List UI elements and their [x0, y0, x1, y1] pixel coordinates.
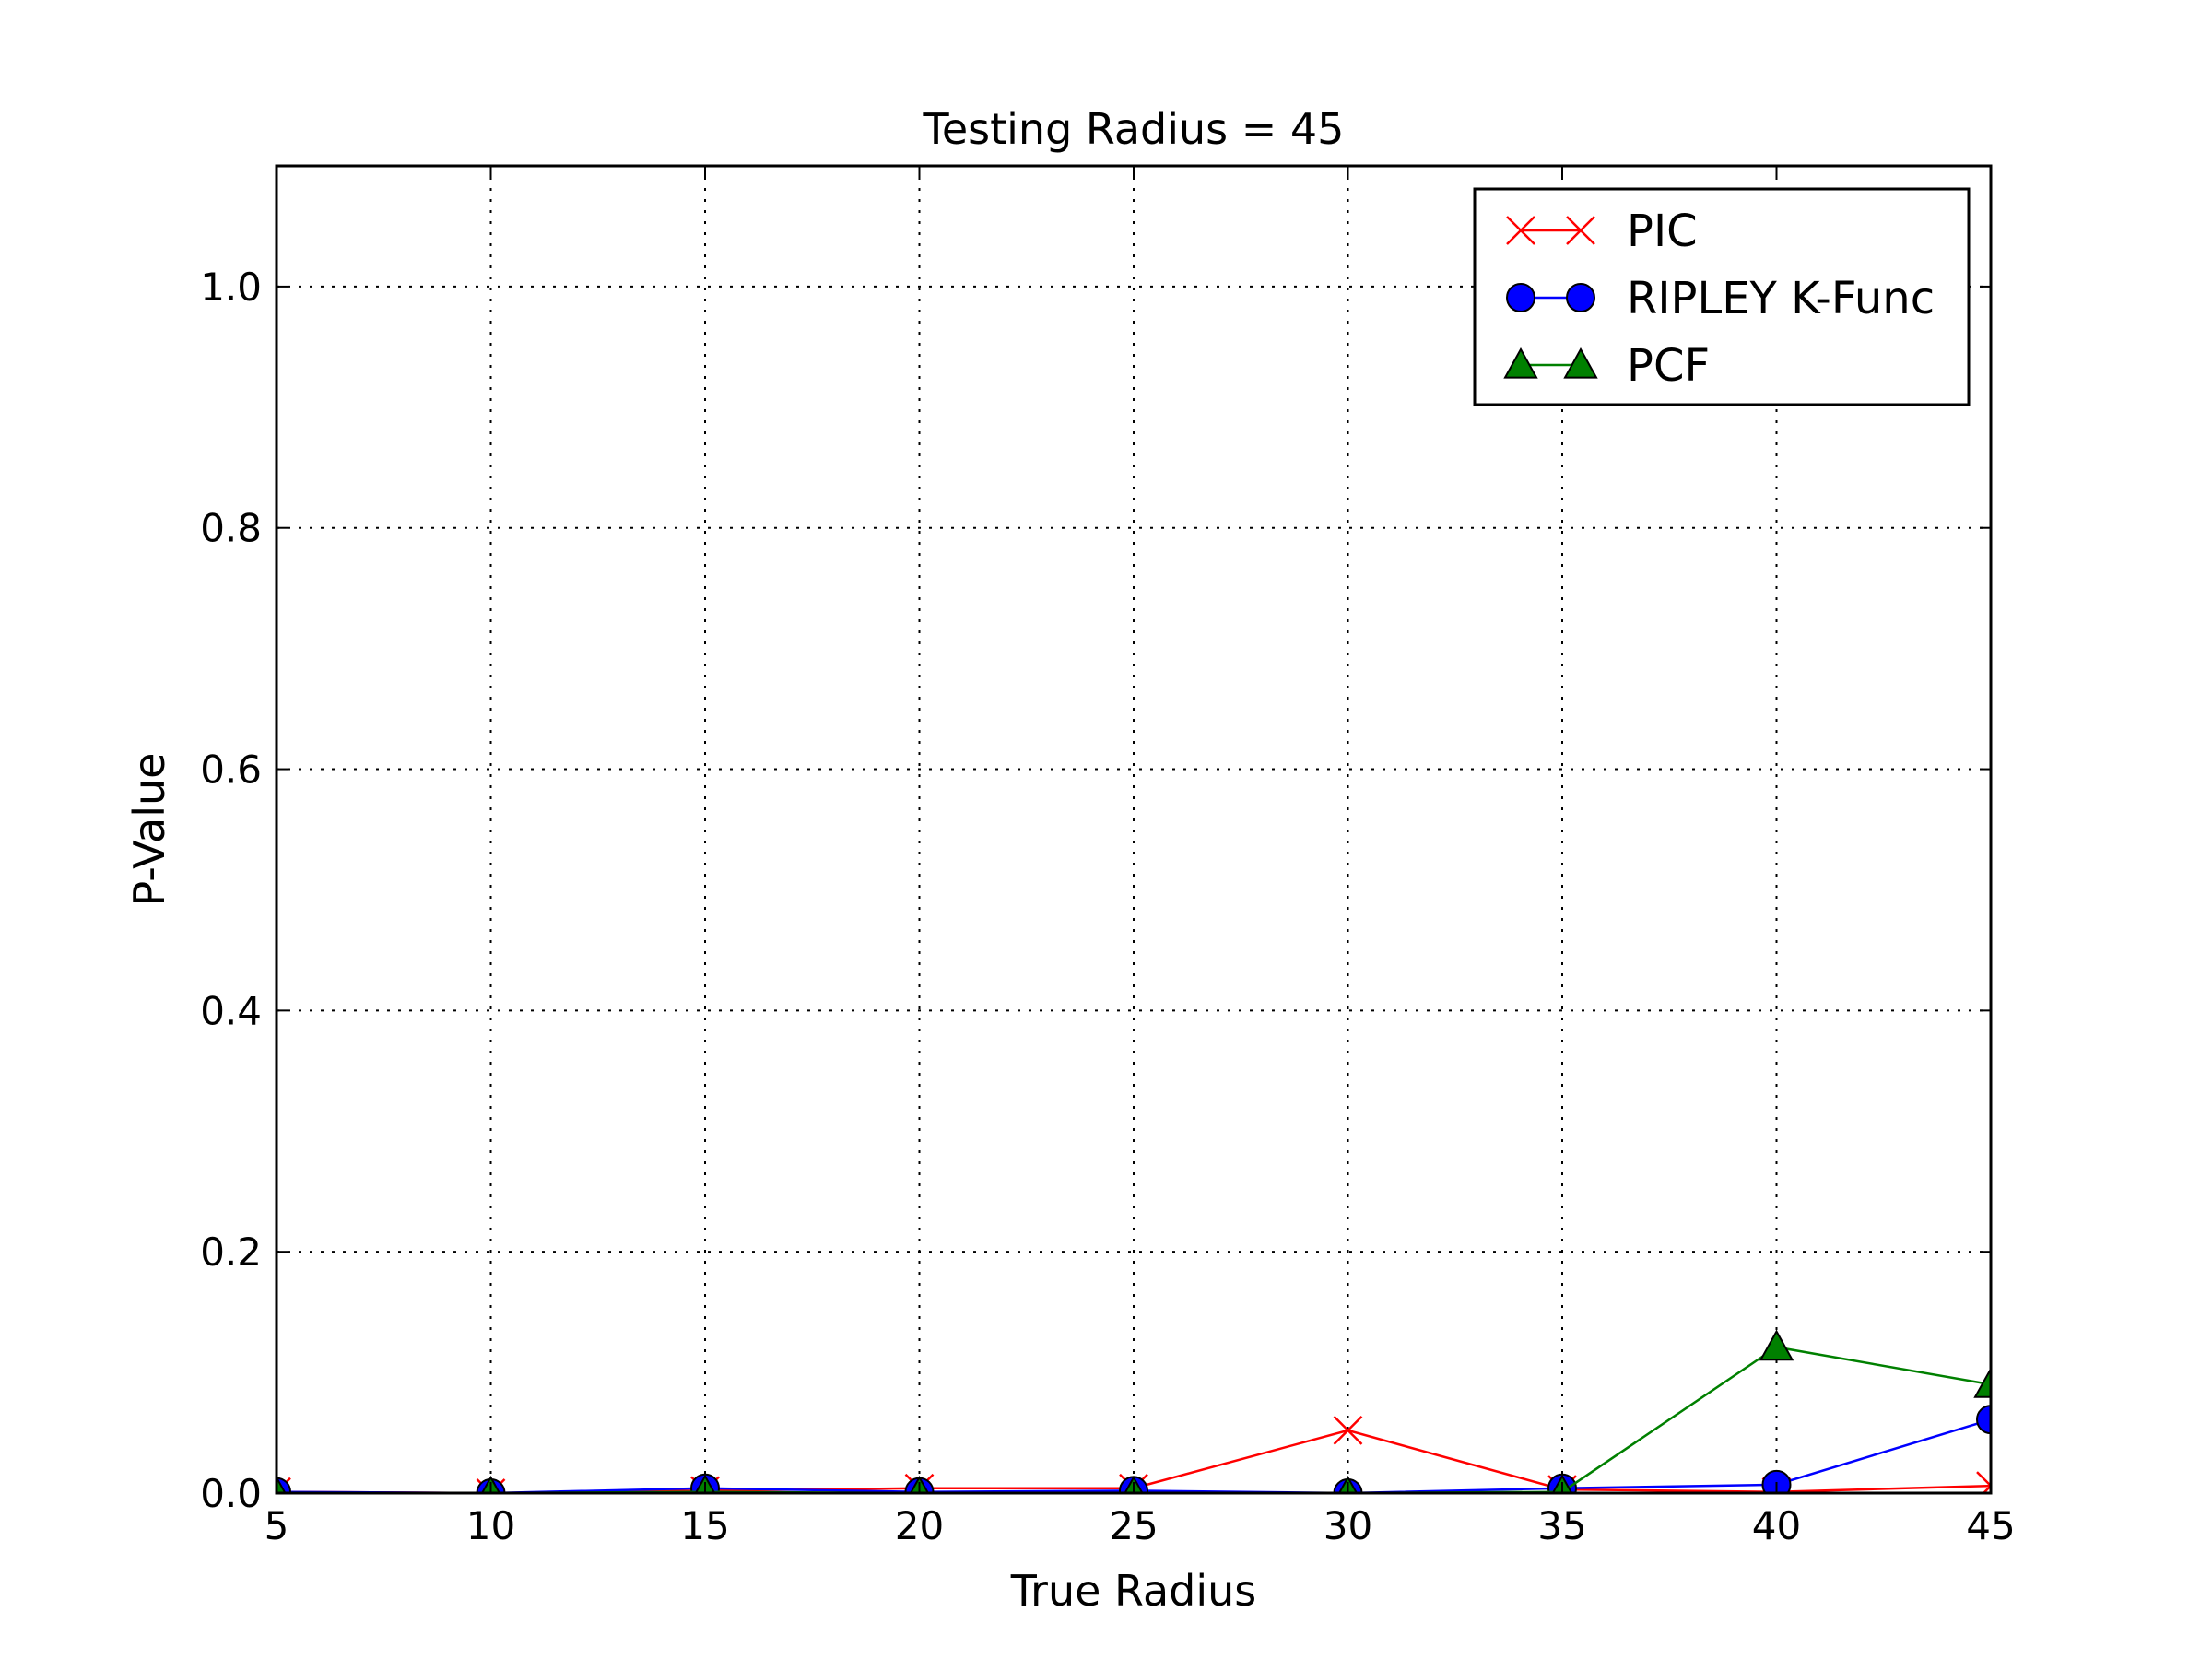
legend-marker-ripley-k-func [1506, 283, 1535, 312]
y-tick-label: 0.8 [200, 506, 262, 551]
legend: PIC RIPLEY K-Func PCF [1473, 187, 1971, 406]
data-point-pic [1976, 1471, 1991, 1493]
data-point-pcf [1759, 1329, 1794, 1361]
x-tick-label: 25 [1109, 1503, 1158, 1548]
y-tick-label: 1.0 [200, 265, 262, 310]
data-point-pcf [276, 1475, 287, 1493]
x-tick-label: 10 [466, 1503, 515, 1548]
legend-label-pic: PIC [1627, 206, 1698, 257]
y-tick-label: 0.4 [200, 988, 262, 1033]
axis-ticks: 5 10 15 20 25 30 35 40 45 0.0 0.2 0.4 0.6 0.8 1.0 [200, 166, 2016, 1548]
x-tick-label: 20 [895, 1503, 944, 1548]
y-tick-label: 0.2 [200, 1230, 262, 1275]
legend-marker-pcf [1503, 347, 1538, 379]
data-point-pic [1333, 1416, 1363, 1445]
data-point-pcf [1973, 1367, 1991, 1398]
y-tick-label: 0.0 [200, 1471, 262, 1516]
legend-marker-pic [1566, 216, 1595, 245]
x-tick-label: 45 [1966, 1503, 2015, 1548]
y-tick-label: 0.6 [200, 747, 262, 793]
x-axis-label: True Radius [1010, 1566, 1257, 1616]
x-tick-label: 40 [1752, 1503, 1801, 1548]
x-tick-label: 15 [680, 1503, 729, 1548]
y-axis-label: P-Value [124, 753, 174, 907]
x-tick-label: 30 [1324, 1503, 1372, 1548]
chart-title: Testing Radius = 45 [923, 104, 1345, 154]
legend-label-ripley-k-func: RIPLEY K-Func [1627, 273, 1935, 324]
data-point-ripley-k-func [1761, 1469, 1792, 1493]
data-point-ripley-k-func [1976, 1405, 1991, 1435]
legend-marker-pcf [1563, 347, 1598, 379]
legend-marker-pic [1506, 216, 1535, 245]
legend-marker-ripley-k-func [1566, 283, 1595, 312]
x-tick-label: 35 [1537, 1503, 1586, 1548]
x-tick-label: 5 [265, 1503, 289, 1548]
legend-label-pcf: PCF [1627, 340, 1710, 392]
